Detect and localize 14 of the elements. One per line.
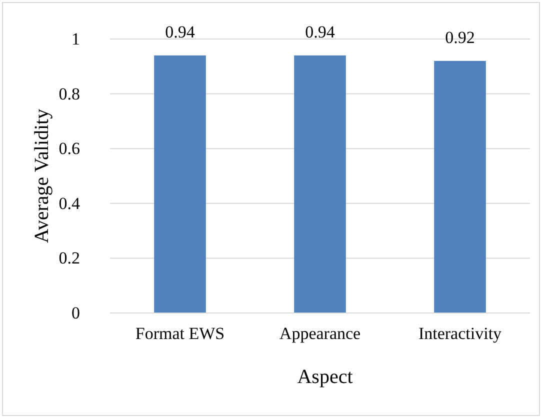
y-axis-title: Average Validity xyxy=(31,108,53,244)
x-tick-label: Interactivity xyxy=(418,324,502,344)
data-label: 0.94 xyxy=(165,22,196,42)
y-tick-label: 1 xyxy=(72,29,80,48)
data-label: 0.94 xyxy=(305,22,336,42)
x-tick-label: Format EWS xyxy=(135,324,225,344)
x-axis-title: Aspect xyxy=(297,366,354,388)
x-tick-label: Appearance xyxy=(279,324,361,344)
y-tick-label: 0.8 xyxy=(58,84,80,104)
data-label: 0.92 xyxy=(445,28,475,47)
y-tick-label: 0.4 xyxy=(58,194,80,213)
y-tick-label: 0.6 xyxy=(58,139,80,158)
y-tick-label: 0.2 xyxy=(58,248,80,268)
y-tick-label: 0 xyxy=(72,303,80,322)
